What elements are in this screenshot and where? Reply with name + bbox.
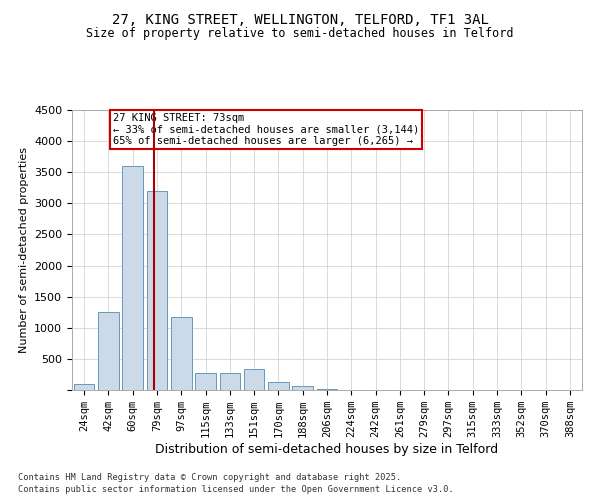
Bar — [98, 312, 119, 390]
Bar — [146, 191, 167, 390]
Bar — [268, 382, 289, 390]
Text: 27, KING STREET, WELLINGTON, TELFORD, TF1 3AL: 27, KING STREET, WELLINGTON, TELFORD, TF… — [112, 12, 488, 26]
Bar — [122, 166, 143, 390]
Bar — [195, 372, 216, 390]
Bar — [244, 370, 265, 390]
Bar — [74, 384, 94, 390]
Text: Contains HM Land Registry data © Crown copyright and database right 2025.: Contains HM Land Registry data © Crown c… — [18, 474, 401, 482]
Text: 27 KING STREET: 73sqm
← 33% of semi-detached houses are smaller (3,144)
65% of s: 27 KING STREET: 73sqm ← 33% of semi-deta… — [113, 113, 419, 146]
Bar — [292, 386, 313, 390]
Bar — [171, 316, 191, 390]
Bar — [220, 372, 240, 390]
X-axis label: Distribution of semi-detached houses by size in Telford: Distribution of semi-detached houses by … — [155, 443, 499, 456]
Text: Size of property relative to semi-detached houses in Telford: Size of property relative to semi-detach… — [86, 28, 514, 40]
Text: Contains public sector information licensed under the Open Government Licence v3: Contains public sector information licen… — [18, 485, 454, 494]
Y-axis label: Number of semi-detached properties: Number of semi-detached properties — [19, 147, 29, 353]
Bar — [317, 389, 337, 390]
